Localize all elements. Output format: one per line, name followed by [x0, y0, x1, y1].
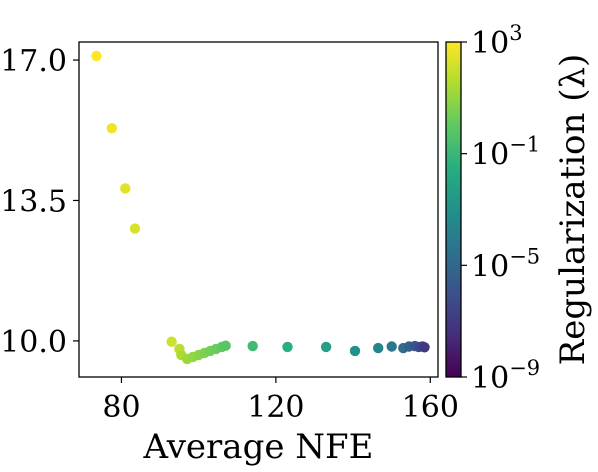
- data-point: [419, 342, 430, 353]
- x-tick-label: 160: [402, 390, 459, 425]
- data-point: [349, 345, 361, 357]
- x-tick-label: 120: [247, 390, 304, 425]
- y-tick-label: 10.0: [0, 325, 67, 360]
- axis-ticks: 80 120 160 10.0 13.5 17.0 103 10−1 10−5 10−9: [0, 21, 540, 425]
- data-point: [220, 340, 231, 351]
- x-tick-label: 80: [102, 390, 140, 425]
- colorbar-tick-label: 10−1: [471, 133, 540, 173]
- plot-frame: [78, 41, 439, 378]
- data-point: [320, 341, 332, 353]
- data-point: [106, 123, 118, 134]
- data-point: [282, 341, 293, 353]
- colorbar-frame: [445, 41, 462, 378]
- data-point: [166, 336, 177, 347]
- y-tick-label: 17.0: [0, 44, 67, 79]
- colorbar-label: Regularization (λ): [553, 54, 593, 366]
- colorbar-tick-label: 103: [471, 21, 523, 61]
- data-point: [129, 223, 141, 234]
- x-axis-label: Average NFE: [143, 427, 374, 467]
- colorbar-tick-label: 10−9: [471, 356, 540, 396]
- data-point: [247, 340, 258, 352]
- data-point: [373, 342, 384, 354]
- data-point: [386, 341, 397, 352]
- data-point: [120, 183, 131, 194]
- data-points: [91, 50, 430, 365]
- colorbar-tick-label: 10−5: [471, 244, 540, 284]
- data-point: [91, 50, 102, 62]
- y-tick-label: 13.5: [0, 184, 67, 219]
- colorbar-gradient: [446, 42, 461, 377]
